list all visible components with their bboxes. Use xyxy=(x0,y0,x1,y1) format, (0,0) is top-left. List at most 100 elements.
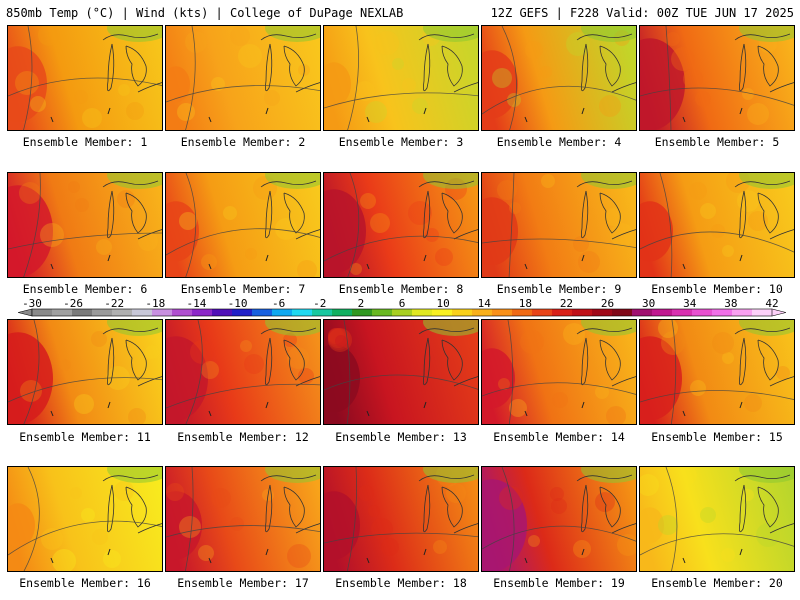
ensemble-member-label: Ensemble Member: 17 xyxy=(177,576,309,590)
colorbar-tick-label: -6 xyxy=(272,297,285,310)
temperature-field-map xyxy=(482,173,636,277)
colorbar-swatch xyxy=(612,309,633,316)
colorbar-swatch xyxy=(752,309,773,316)
colorbar-swatch xyxy=(312,309,333,316)
temperature-field-map xyxy=(640,467,794,571)
colorbar-tick-label: 34 xyxy=(683,297,697,310)
ensemble-member-label: Ensemble Member: 2 xyxy=(180,135,306,149)
colorbar-swatch xyxy=(92,309,113,316)
colorbar-swatch xyxy=(112,309,133,316)
colorbar-swatch xyxy=(712,309,733,316)
colorbar-swatch xyxy=(132,309,153,316)
temperature-field-map xyxy=(324,467,478,571)
colorbar-tick-label: -18 xyxy=(145,297,165,310)
temperature-field-map xyxy=(482,467,636,571)
ensemble-map-panel xyxy=(323,172,479,278)
ensemble-map-panel xyxy=(481,319,637,425)
colorbar-swatch xyxy=(592,309,613,316)
temperature-field-map xyxy=(166,467,320,571)
colorbar-swatch xyxy=(352,309,373,316)
ensemble-map-panel xyxy=(639,172,795,278)
colorbar-swatch xyxy=(732,309,753,316)
ensemble-map-panel xyxy=(7,172,163,278)
colorbar-swatch xyxy=(72,309,93,316)
ensemble-map-panel xyxy=(639,319,795,425)
ensemble-map-panel xyxy=(639,25,795,131)
colorbar-tick-label: -2 xyxy=(313,297,326,310)
temperature-field-map xyxy=(8,26,162,130)
colorbar-swatch xyxy=(32,309,53,316)
ensemble-member-label: Ensemble Member: 19 xyxy=(493,576,625,590)
ensemble-member-label: Ensemble Member: 5 xyxy=(654,135,780,149)
ensemble-map-panel xyxy=(165,466,321,572)
colorbar-tick-label: -14 xyxy=(187,297,207,310)
colorbar-swatch xyxy=(192,309,213,316)
colorbar-swatch xyxy=(392,309,413,316)
colorbar-tick-label: 26 xyxy=(601,297,614,310)
ensemble-member-label: Ensemble Member: 7 xyxy=(180,282,306,296)
ensemble-member-label: Ensemble Member: 1 xyxy=(22,135,148,149)
ensemble-member-label: Ensemble Member: 12 xyxy=(177,430,309,444)
colorbar-tick-label: -30 xyxy=(22,297,42,310)
ensemble-map-panel xyxy=(7,25,163,131)
run-valid-time: 12Z GEFS | F228 Valid: 00Z TUE JUN 17 20… xyxy=(490,6,794,20)
temperature-field-map xyxy=(324,26,478,130)
ensemble-member-label: Ensemble Member: 8 xyxy=(338,282,464,296)
ensemble-map-panel xyxy=(7,319,163,425)
ensemble-map-panel xyxy=(323,319,479,425)
colorbar-swatch xyxy=(432,309,453,316)
colorbar-swatch xyxy=(492,309,513,316)
colorbar-tick-label: 18 xyxy=(519,297,532,310)
ensemble-member-label: Ensemble Member: 10 xyxy=(651,282,783,296)
colorbar-swatch xyxy=(692,309,713,316)
ensemble-map-panel xyxy=(639,466,795,572)
ensemble-member-label: Ensemble Member: 15 xyxy=(651,430,783,444)
colorbar-swatch xyxy=(332,309,353,316)
ensemble-member-label: Ensemble Member: 3 xyxy=(338,135,464,149)
colorbar-swatch xyxy=(632,309,653,316)
ensemble-map-panel xyxy=(7,466,163,572)
temperature-colorbar: -30 -26 -22 -18 -14 -10 -6 -2 2 6 10 14 18 22 26 30 34 38… xyxy=(18,297,786,319)
colorbar-swatch xyxy=(252,309,273,316)
temperature-field-map xyxy=(324,320,478,424)
ensemble-map-panel xyxy=(481,172,637,278)
temperature-field-map xyxy=(324,173,478,277)
colorbar-swatch xyxy=(272,309,293,316)
ensemble-map-panel xyxy=(165,25,321,131)
ensemble-member-label: Ensemble Member: 14 xyxy=(493,430,625,444)
colorbar-swatch xyxy=(232,309,253,316)
colorbar-swatch xyxy=(552,309,573,316)
map-title: 850mb Temp (°C) | Wind (kts) | College o… xyxy=(6,6,404,20)
ensemble-map-panel xyxy=(165,319,321,425)
temperature-field-map xyxy=(640,26,794,130)
colorbar-swatch xyxy=(572,309,593,316)
colorbar-tick-label: 30 xyxy=(642,297,655,310)
colorbar-tick-label: 6 xyxy=(399,297,406,310)
temperature-field-map xyxy=(640,173,794,277)
colorbar-tick-label: -26 xyxy=(63,297,83,310)
colorbar-tick-label: 42 xyxy=(765,297,778,310)
ensemble-member-label: Ensemble Member: 9 xyxy=(496,282,622,296)
colorbar-swatch xyxy=(652,309,673,316)
ensemble-member-label: Ensemble Member: 16 xyxy=(19,576,151,590)
colorbar-swatch xyxy=(212,309,233,316)
temperature-field-map xyxy=(166,26,320,130)
colorbar-swatch xyxy=(52,309,73,316)
colorbar-tick-label: 22 xyxy=(560,297,573,310)
temperature-field-map xyxy=(482,26,636,130)
colorbar-swatch xyxy=(152,309,173,316)
colorbar-swatch xyxy=(472,309,493,316)
temperature-field-map xyxy=(8,173,162,277)
colorbar-swatch xyxy=(532,309,553,316)
temperature-field-map xyxy=(482,320,636,424)
ensemble-map-panel xyxy=(323,25,479,131)
temperature-field-map xyxy=(8,467,162,571)
colorbar-tick-label: -22 xyxy=(104,297,124,310)
temperature-field-map xyxy=(8,320,162,424)
ensemble-member-label: Ensemble Member: 11 xyxy=(19,430,151,444)
colorbar-tick-label: 10 xyxy=(436,297,449,310)
colorbar-tick-label: 38 xyxy=(724,297,737,310)
colorbar-tick-label: 14 xyxy=(478,297,492,310)
colorbar-swatch xyxy=(672,309,693,316)
ensemble-member-label: Ensemble Member: 4 xyxy=(496,135,622,149)
